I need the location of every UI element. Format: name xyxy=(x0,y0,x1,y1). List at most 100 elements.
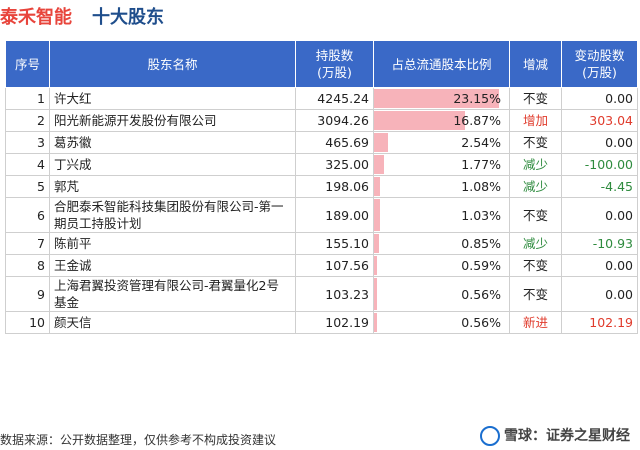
delta-cell: 0.00 xyxy=(561,87,638,110)
table-row: 3 葛苏徽 465.69 2.54% 不变 0.00 xyxy=(5,131,638,154)
table-row: 9 上海君翼投资管理有限公司-君翼量化2号基金 103.23 0.56% 不变 0.00 xyxy=(5,276,638,312)
ratio-cell: 2.54% xyxy=(373,131,510,154)
change-cell: 减少 xyxy=(509,232,562,255)
change-cell: 不变 xyxy=(509,276,562,312)
shares-cell: 189.00 xyxy=(295,197,374,233)
shares-cell: 4245.24 xyxy=(295,87,374,110)
ratio-cell: 0.56% xyxy=(373,311,510,334)
company-title: 泰禾智能 xyxy=(0,7,72,28)
ratio-cell: 1.08% xyxy=(373,175,510,198)
header-shares: 持股数 (万股) xyxy=(295,40,374,88)
ratio-cell: 16.87% xyxy=(373,109,510,132)
holder-name-cell: 丁兴成 xyxy=(49,153,296,176)
delta-cell: 0.00 xyxy=(561,197,638,233)
table-header-row: 序号 股东名称 持股数 (万股) 占总流通股本比例 增减 变动股数 (万股) xyxy=(5,40,638,88)
ratio-text: 0.56% xyxy=(461,315,501,330)
holder-name-cell: 葛苏徽 xyxy=(49,131,296,154)
rank-cell: 1 xyxy=(5,87,50,110)
rank-cell: 9 xyxy=(5,276,50,312)
table-row: 2 阳光新能源开发股份有限公司 3094.26 16.87% 增加 303.04 xyxy=(5,109,638,132)
holder-name-cell: 颜天信 xyxy=(49,311,296,334)
brand-watermark: 雪球：证券之星财经 xyxy=(480,425,630,446)
ratio-text: 1.08% xyxy=(461,179,501,194)
ratio-cell: 0.56% xyxy=(373,276,510,312)
ratio-bar xyxy=(374,133,388,152)
shares-cell: 3094.26 xyxy=(295,109,374,132)
ratio-text: 1.03% xyxy=(461,207,501,223)
ratio-bar xyxy=(374,199,380,231)
section-title: 十大股东 xyxy=(92,7,164,28)
header-name: 股东名称 xyxy=(49,40,296,88)
ratio-bar xyxy=(374,256,378,275)
change-cell: 不变 xyxy=(509,197,562,233)
change-cell: 不变 xyxy=(509,254,562,277)
holder-name-cell: 阳光新能源开发股份有限公司 xyxy=(49,109,296,132)
ratio-text: 16.87% xyxy=(453,113,501,128)
ratio-text: 0.85% xyxy=(461,236,501,251)
holder-name-cell: 王金诚 xyxy=(49,254,296,277)
ratio-text: 0.59% xyxy=(461,258,501,273)
change-cell: 不变 xyxy=(509,131,562,154)
rank-cell: 10 xyxy=(5,311,50,334)
change-cell: 减少 xyxy=(509,175,562,198)
ratio-cell: 0.85% xyxy=(373,232,510,255)
ratio-text: 23.15% xyxy=(453,91,501,106)
ratio-bar xyxy=(374,177,380,196)
header-change: 增减 xyxy=(509,40,562,88)
ratio-text: 1.77% xyxy=(461,157,501,172)
table-row: 8 王金诚 107.56 0.59% 不变 0.00 xyxy=(5,254,638,277)
shares-cell: 325.00 xyxy=(295,153,374,176)
ratio-bar xyxy=(374,313,378,332)
change-cell: 不变 xyxy=(509,87,562,110)
delta-cell: -4.45 xyxy=(561,175,638,198)
delta-cell: 0.00 xyxy=(561,131,638,154)
holder-name-cell: 许大红 xyxy=(49,87,296,110)
ratio-cell: 0.59% xyxy=(373,254,510,277)
delta-cell: 102.19 xyxy=(561,311,638,334)
table-row: 6 合肥泰禾智能科技集团股份有限公司-第一期员工持股计划 189.00 1.03% 不变… xyxy=(5,197,638,233)
table-row: 10 颜天信 102.19 0.56% 新进 102.19 xyxy=(5,311,638,334)
table-row: 4 丁兴成 325.00 1.77% 减少 -100.00 xyxy=(5,153,638,176)
brand-text: 雪球：证券之星财经 xyxy=(504,428,630,444)
change-cell: 新进 xyxy=(509,311,562,334)
shareholders-table: 序号 股东名称 持股数 (万股) 占总流通股本比例 增减 变动股数 (万股) 1… xyxy=(5,40,638,334)
delta-cell: 0.00 xyxy=(561,276,638,312)
table-row: 7 陈前平 155.10 0.85% 减少 -10.93 xyxy=(5,232,638,255)
shares-cell: 465.69 xyxy=(295,131,374,154)
data-source-note: 数据来源：公开数据整理，仅供参考不构成投资建议 xyxy=(0,433,277,447)
change-cell: 减少 xyxy=(509,153,562,176)
table-row: 1 许大红 4245.24 23.15% 不变 0.00 xyxy=(5,87,638,110)
ratio-text: 2.54% xyxy=(461,135,501,150)
rank-cell: 7 xyxy=(5,232,50,255)
ratio-bar xyxy=(374,89,499,108)
ratio-cell: 1.77% xyxy=(373,153,510,176)
holder-name-cell: 上海君翼投资管理有限公司-君翼量化2号基金 xyxy=(49,276,296,312)
shares-cell: 103.23 xyxy=(295,276,374,312)
header-delta: 变动股数 (万股) xyxy=(561,40,638,88)
ratio-bar xyxy=(374,155,384,174)
delta-cell: 0.00 xyxy=(561,254,638,277)
rank-cell: 6 xyxy=(5,197,50,233)
change-cell: 增加 xyxy=(509,109,562,132)
table-row: 5 郭芃 198.06 1.08% 减少 -4.45 xyxy=(5,175,638,198)
ratio-cell: 23.15% xyxy=(373,87,510,110)
shares-cell: 198.06 xyxy=(295,175,374,198)
shares-cell: 155.10 xyxy=(295,232,374,255)
holder-name-cell: 合肥泰禾智能科技集团股份有限公司-第一期员工持股计划 xyxy=(49,197,296,233)
holder-name-cell: 郭芃 xyxy=(49,175,296,198)
ratio-bar xyxy=(374,111,466,130)
title-bar: 泰禾智能 十大股东 xyxy=(0,0,640,32)
header-rank: 序号 xyxy=(5,40,50,88)
header-ratio: 占总流通股本比例 xyxy=(373,40,510,88)
rank-cell: 3 xyxy=(5,131,50,154)
rank-cell: 2 xyxy=(5,109,50,132)
ratio-bar xyxy=(374,234,379,253)
rank-cell: 5 xyxy=(5,175,50,198)
delta-cell: -100.00 xyxy=(561,153,638,176)
shares-cell: 107.56 xyxy=(295,254,374,277)
delta-cell: 303.04 xyxy=(561,109,638,132)
xueqiu-logo-icon xyxy=(480,426,500,446)
ratio-bar xyxy=(374,278,378,310)
rank-cell: 8 xyxy=(5,254,50,277)
ratio-text: 0.56% xyxy=(461,286,501,302)
